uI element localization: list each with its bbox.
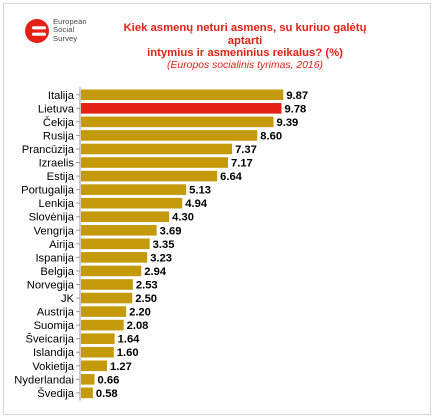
bar — [81, 143, 233, 155]
category-label: Nyderlandai — [14, 374, 74, 386]
category-label: Vengrija — [34, 225, 75, 237]
bar — [81, 103, 282, 114]
value-label: 5.13 — [189, 185, 211, 197]
bar — [81, 184, 187, 195]
category-label: Islandija — [33, 347, 75, 359]
category-label: Estija — [47, 171, 75, 183]
category-label: Lietuva — [38, 103, 75, 115]
bar — [81, 116, 274, 128]
ess-logo: European Social Survey — [24, 17, 124, 44]
bar — [81, 157, 228, 168]
value-label: 2.53 — [136, 279, 158, 291]
bar — [81, 238, 150, 250]
chart-title-line-1: Kiek asmenų neturi asmens, su kuriuo gal… — [123, 22, 367, 47]
value-label: 7.37 — [235, 144, 257, 156]
bar — [81, 170, 218, 182]
bar — [81, 211, 170, 223]
bar — [81, 306, 127, 317]
category-label: Italija — [48, 90, 75, 102]
value-label: 3.69 — [160, 225, 182, 237]
bar — [81, 346, 114, 358]
category-label: Belgija — [40, 266, 74, 278]
bar — [81, 333, 115, 344]
value-label: 3.23 — [150, 252, 172, 264]
bar — [81, 265, 142, 277]
value-label: 9.78 — [284, 103, 306, 115]
category-label: Prancūzija — [22, 144, 75, 156]
value-label: 8.60 — [260, 130, 282, 142]
value-label: 9.39 — [276, 117, 298, 129]
bar — [81, 319, 124, 331]
category-label: Portugalija — [21, 185, 75, 197]
chart-subtitle: (Europos socialinis tyrimas, 2016) — [167, 59, 323, 71]
value-label: 2.08 — [127, 320, 149, 332]
value-label: 2.94 — [144, 266, 167, 278]
category-label: Ispanija — [35, 252, 74, 264]
category-label: Šveicarija — [26, 333, 75, 346]
bar — [81, 130, 258, 141]
bar — [81, 387, 93, 399]
value-label: 1.64 — [118, 334, 141, 346]
value-label: 4.94 — [185, 198, 208, 210]
category-label: Suomija — [34, 320, 75, 332]
bar — [81, 89, 284, 101]
value-label: 7.17 — [231, 158, 253, 170]
category-label: Norvegija — [27, 279, 75, 291]
category-label: Rusija — [43, 130, 75, 142]
value-label: 6.64 — [220, 171, 243, 183]
bar — [81, 197, 183, 209]
value-label: 1.27 — [110, 361, 132, 373]
category-label: Švedija — [37, 387, 74, 400]
category-label: Vokietija — [32, 361, 74, 373]
value-label: 2.50 — [135, 293, 157, 305]
value-label: 3.35 — [153, 239, 175, 251]
bar — [81, 360, 108, 372]
category-label: Airija — [49, 239, 75, 251]
category-label: Izraelis — [39, 158, 75, 170]
value-label: 1.60 — [117, 347, 139, 359]
ess-logo-icon — [25, 19, 49, 43]
bar — [81, 224, 157, 236]
value-label: 4.30 — [172, 212, 194, 224]
ess-logo-text: European Social Survey — [53, 17, 87, 43]
category-label: JK — [61, 293, 75, 305]
chart-title-line-2: intymius ir asmeninius reikalus? (%) — [147, 47, 343, 59]
value-label: 0.66 — [98, 374, 120, 386]
bar — [81, 292, 133, 304]
chart-frame — [3, 3, 431, 415]
chart-title-block: Kiek asmenų neturi asmens, su kuriuo gal… — [120, 22, 370, 72]
value-label: 0.58 — [96, 388, 118, 400]
value-label: 2.20 — [129, 307, 151, 319]
bar — [81, 252, 148, 263]
bar — [81, 374, 95, 385]
category-label: Čekija — [43, 116, 75, 129]
category-label: Austrija — [37, 307, 75, 319]
category-label: Slovėnija — [29, 212, 75, 224]
value-label: 9.87 — [286, 90, 308, 102]
bar — [81, 279, 133, 290]
category-label: Lenkija — [39, 198, 75, 210]
